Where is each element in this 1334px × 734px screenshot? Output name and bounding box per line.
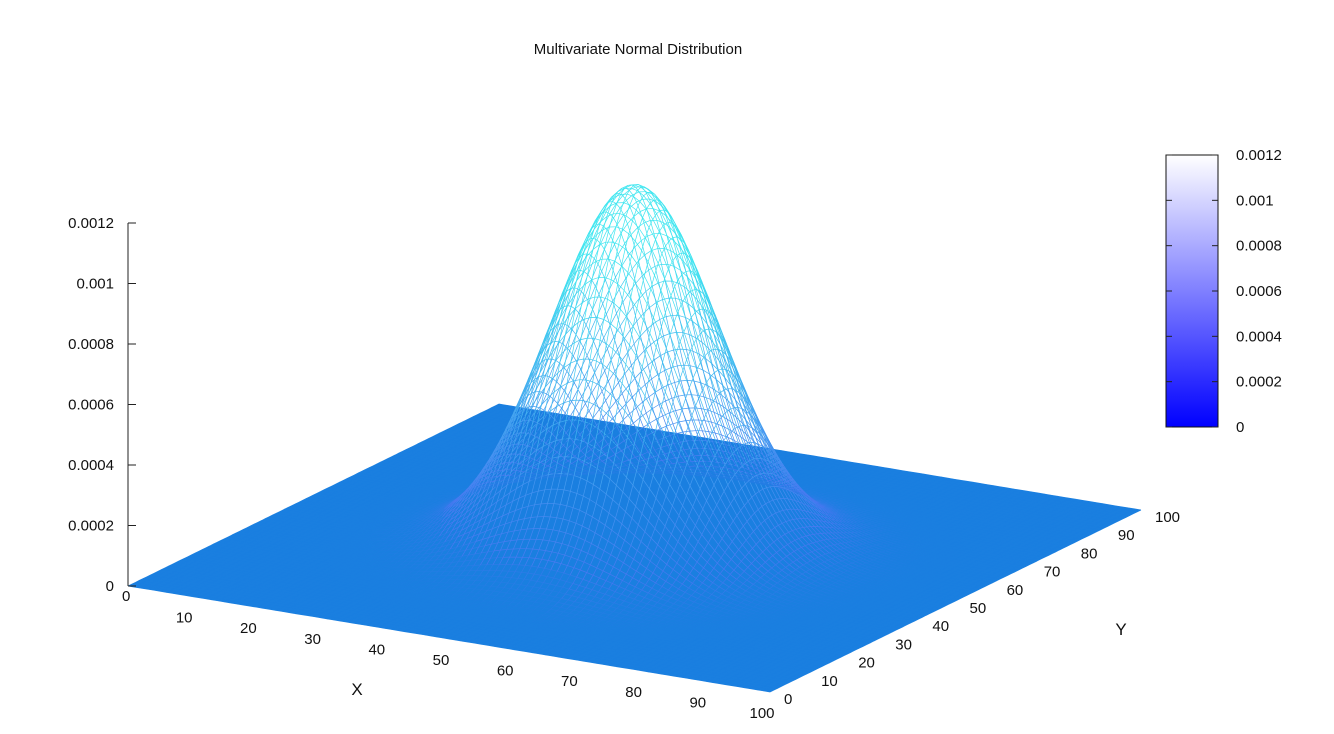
chart-title: Multivariate Normal Distribution	[534, 41, 742, 58]
surface-mesh	[127, 184, 1142, 693]
